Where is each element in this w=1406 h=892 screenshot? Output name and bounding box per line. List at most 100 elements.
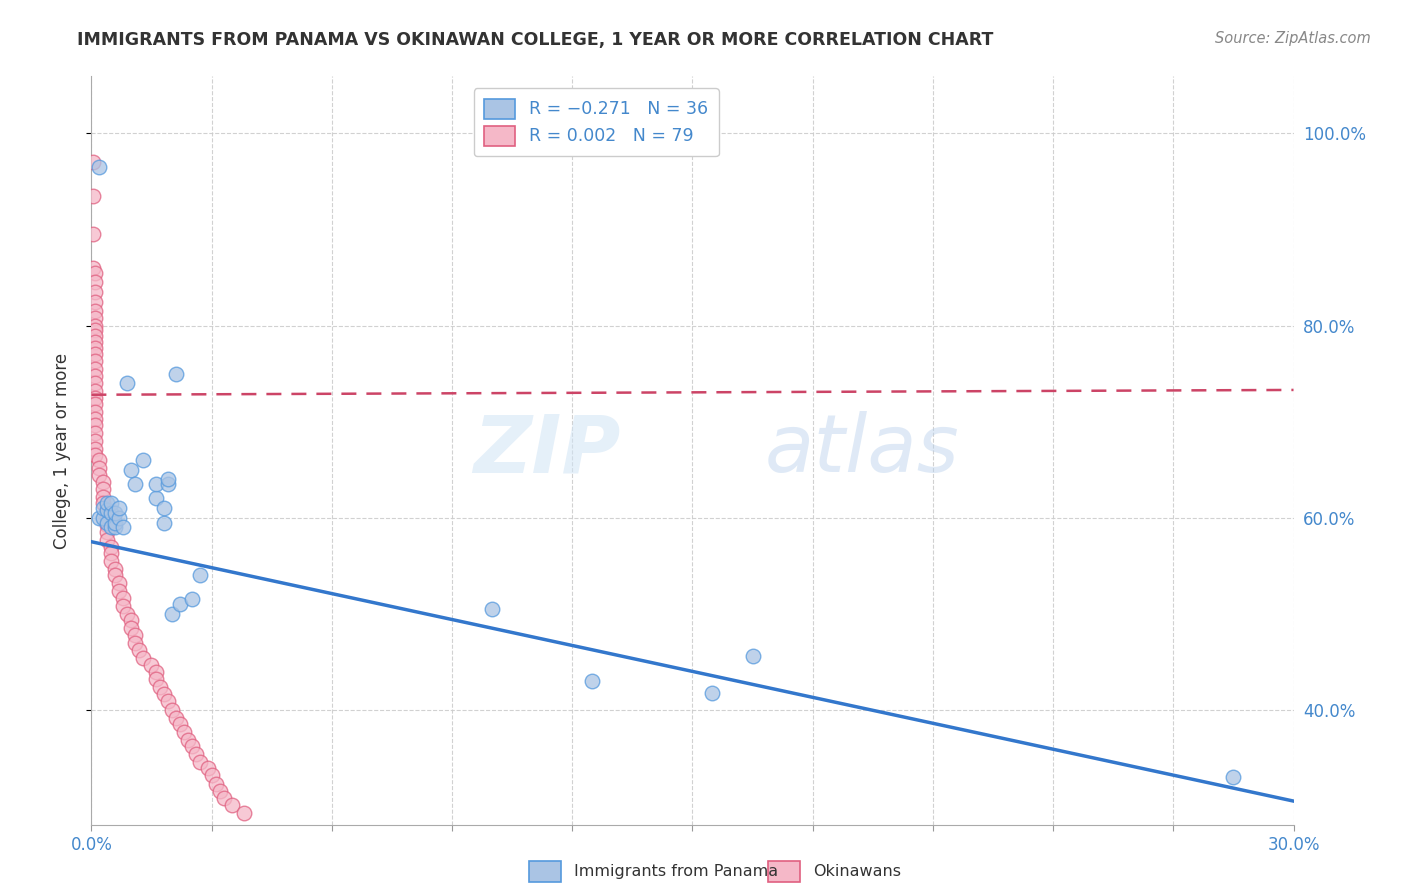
Text: atlas: atlas — [765, 411, 959, 490]
Point — [112, 520, 135, 534]
Point — [221, 797, 243, 812]
Point — [100, 546, 122, 560]
Point — [108, 583, 131, 598]
Point — [145, 477, 167, 491]
Point — [84, 347, 107, 361]
Point — [148, 680, 170, 694]
Point — [124, 477, 146, 491]
Point — [104, 506, 127, 520]
Point — [169, 717, 191, 731]
Point — [173, 725, 195, 739]
Point — [84, 276, 107, 290]
Point — [741, 648, 763, 663]
Point — [156, 694, 179, 708]
Point — [89, 460, 111, 475]
Point — [145, 665, 167, 680]
Point — [121, 621, 143, 635]
Point — [93, 496, 115, 510]
Point — [124, 635, 146, 649]
Legend: R = −0.271   N = 36, R = 0.002   N = 79: R = −0.271 N = 36, R = 0.002 N = 79 — [474, 88, 718, 156]
Point — [176, 732, 198, 747]
Point — [93, 490, 115, 504]
Point — [1222, 770, 1244, 784]
Point — [152, 688, 174, 702]
Point — [201, 768, 224, 782]
Point — [104, 520, 127, 534]
Point — [180, 592, 202, 607]
Point — [188, 568, 211, 582]
Point — [84, 294, 107, 309]
Point — [132, 651, 155, 665]
Point — [112, 599, 135, 613]
Bar — [529, 861, 561, 882]
Point — [121, 463, 143, 477]
Point — [93, 510, 115, 524]
Point — [84, 397, 107, 411]
Point — [84, 434, 107, 448]
Text: IMMIGRANTS FROM PANAMA VS OKINAWAN COLLEGE, 1 YEAR OR MORE CORRELATION CHART: IMMIGRANTS FROM PANAMA VS OKINAWAN COLLE… — [77, 31, 994, 49]
Point — [100, 520, 122, 534]
Point — [96, 503, 118, 517]
Point — [108, 501, 131, 516]
Point — [84, 354, 107, 368]
Point — [84, 310, 107, 325]
Point — [82, 260, 104, 275]
Point — [141, 657, 163, 672]
Point — [124, 628, 146, 642]
Point — [84, 376, 107, 391]
Point — [89, 510, 111, 524]
Point — [184, 747, 207, 761]
Point — [128, 643, 150, 657]
Point — [96, 525, 118, 540]
Point — [84, 323, 107, 337]
Point — [104, 568, 127, 582]
Point — [89, 160, 111, 174]
Text: Immigrants from Panama: Immigrants from Panama — [574, 864, 778, 879]
Point — [117, 607, 139, 621]
Point — [152, 501, 174, 516]
Point — [96, 510, 118, 524]
Point — [82, 227, 104, 242]
Point — [96, 516, 118, 530]
Point — [121, 614, 143, 628]
Point — [160, 703, 183, 717]
Point — [100, 554, 122, 568]
Point — [84, 418, 107, 433]
Y-axis label: College, 1 year or more: College, 1 year or more — [52, 352, 70, 549]
Point — [84, 341, 107, 355]
Point — [165, 710, 187, 724]
Point — [84, 442, 107, 456]
Point — [165, 367, 187, 381]
Text: Okinawans: Okinawans — [813, 864, 901, 879]
Point — [481, 602, 503, 616]
Point — [84, 304, 107, 318]
Point — [82, 189, 104, 203]
Point — [100, 496, 122, 510]
Point — [197, 761, 219, 775]
Point — [112, 591, 135, 606]
Point — [208, 783, 231, 797]
Point — [108, 576, 131, 591]
Point — [82, 155, 104, 169]
Point — [156, 472, 179, 486]
Point — [104, 516, 127, 530]
Point — [156, 477, 179, 491]
Point — [84, 266, 107, 280]
Point — [93, 501, 115, 516]
Point — [89, 453, 111, 467]
Point — [84, 448, 107, 462]
Point — [84, 411, 107, 425]
Point — [104, 561, 127, 575]
Point — [100, 506, 122, 520]
Point — [160, 607, 183, 621]
Point — [132, 453, 155, 467]
Text: Source: ZipAtlas.com: Source: ZipAtlas.com — [1215, 31, 1371, 46]
Point — [84, 368, 107, 383]
Point — [96, 496, 118, 510]
Point — [100, 540, 122, 554]
Point — [96, 533, 118, 547]
Point — [84, 391, 107, 405]
Point — [84, 285, 107, 299]
Point — [96, 504, 118, 518]
Point — [702, 685, 724, 699]
